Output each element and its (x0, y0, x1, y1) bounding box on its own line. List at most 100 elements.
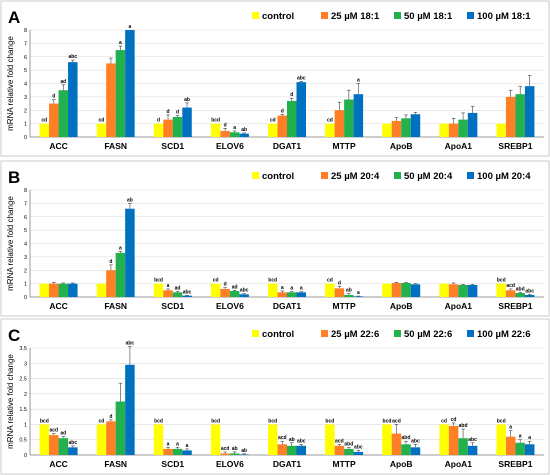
bar-c-dgat1-s0 (268, 424, 278, 455)
bar-c-mttp-s3 (353, 451, 364, 455)
significance-label: a (519, 434, 522, 440)
significance-label: abc (240, 288, 249, 294)
significance-label: d (338, 280, 341, 286)
x-category-label: MTTP (333, 141, 356, 151)
significance-label: ab (232, 446, 238, 452)
significance-label: abd (516, 286, 525, 292)
legend-entry: 25 µM 22:6 (331, 329, 379, 340)
bar-c-apob-s0 (382, 424, 392, 455)
y-tick-label: 8 (24, 28, 27, 34)
bar-a-srebp1-s1 (505, 96, 516, 137)
bar-a-apoa1-s1 (448, 123, 459, 137)
bar-b-scd1-s1 (163, 290, 173, 297)
y-tick-label: 6 (24, 215, 27, 221)
significance-label: a (357, 290, 360, 296)
x-category-label: FASN (104, 301, 127, 311)
bar-b-mttp-s2 (344, 294, 354, 297)
y-tick-label: 2.5 (19, 377, 27, 383)
panel-letter: B (8, 168, 20, 187)
significance-label: a (290, 286, 293, 292)
x-category-label: SCD1 (161, 301, 184, 311)
y-tick-label: 4 (24, 82, 27, 88)
bar-b-fasn-s1 (106, 270, 116, 297)
x-category-label: ApoB (390, 141, 413, 151)
significance-label: acd (221, 446, 230, 452)
significance-label: bcd (497, 418, 506, 424)
bar-a-acc-s1 (49, 103, 59, 137)
bar-b-mttp-s3 (353, 296, 364, 297)
legend-swatch (252, 330, 259, 337)
bar-c-fasn-s1 (106, 421, 116, 455)
legend-swatch (394, 12, 401, 19)
significance-label: d (52, 94, 55, 100)
y-tick-label: 3.5 (19, 346, 27, 352)
significance-label: abc (183, 289, 192, 295)
significance-label: a (357, 78, 360, 84)
legend-swatch (252, 172, 259, 179)
bar-a-scd1-s1 (163, 119, 173, 137)
significance-label: d (109, 259, 112, 265)
bar-b-scd1-s0 (153, 283, 164, 297)
panel-letter: A (8, 8, 20, 27)
bar-c-srebp1-s2 (515, 442, 525, 455)
legend-entry: 25 µM 18:1 (331, 11, 380, 22)
bar-b-apoa1-s2 (458, 284, 468, 297)
bar-a-mttp-s3 (353, 94, 364, 137)
y-tick-label: 6 (24, 55, 27, 61)
bar-a-apob-s1 (391, 120, 402, 137)
significance-label: cd (213, 278, 219, 284)
significance-label: bcd (497, 278, 506, 284)
bar-b-fasn-s3 (125, 208, 135, 297)
x-category-label: DGAT1 (273, 301, 301, 311)
bar-a-acc-s2 (58, 90, 69, 137)
y-tick-label: 3 (24, 255, 27, 261)
significance-label: bcd (211, 118, 220, 124)
significance-label: bcd (325, 418, 334, 424)
legend-entry: 50 µM 22:6 (404, 329, 452, 340)
bar-a-srebp1-s0 (496, 123, 506, 137)
bar-b-fasn-s0 (96, 283, 107, 297)
bar-a-srebp1-s2 (515, 94, 525, 137)
y-tick-label: 1 (24, 422, 27, 428)
significance-label: bcd (268, 278, 277, 284)
x-category-label: MTTP (333, 459, 356, 469)
legend-swatch (394, 172, 401, 179)
significance-label: d (224, 122, 227, 128)
bar-a-acc-s3 (68, 62, 78, 137)
x-category-label: MTTP (333, 301, 356, 311)
x-category-label: DGAT1 (273, 141, 301, 151)
legend-entry: 100 µM 18:1 (477, 11, 531, 22)
x-category-label: ELOV6 (216, 141, 244, 151)
bar-c-mttp-s2 (344, 448, 354, 455)
significance-label: d (281, 108, 284, 114)
significance-label: ad (60, 79, 66, 85)
x-category-label: ApoB (390, 301, 413, 311)
bar-c-fasn-s0 (96, 424, 107, 455)
y-tick-label: 7 (24, 41, 27, 47)
x-category-label: SCD1 (161, 141, 184, 151)
significance-label: cd (327, 278, 333, 284)
significance-label: d (176, 110, 179, 116)
bar-b-acc-s0 (39, 283, 50, 297)
bar-c-apoa1-s3 (467, 445, 478, 455)
bar-c-acc-s1 (49, 435, 59, 455)
legend-swatch (467, 12, 474, 19)
bar-c-mttp-s0 (325, 424, 335, 455)
bar-a-apoa1-s2 (458, 119, 468, 137)
bar-c-apob-s2 (401, 444, 411, 455)
bar-a-apoa1-s0 (439, 123, 449, 137)
significance-label: ab (289, 437, 295, 443)
significance-label: a (119, 40, 122, 46)
x-category-label: ELOV6 (216, 301, 244, 311)
significance-label: cd (451, 417, 457, 423)
y-tick-label: 5 (24, 68, 27, 74)
bar-b-elov6-s0 (210, 283, 221, 297)
y-tick-label: 1 (24, 282, 27, 288)
y-tick-label: 2 (24, 268, 27, 274)
y-axis-label: mRNA relative fold change (6, 354, 15, 449)
y-tick-label: 1 (24, 122, 27, 128)
y-tick-label: 4 (24, 242, 27, 248)
